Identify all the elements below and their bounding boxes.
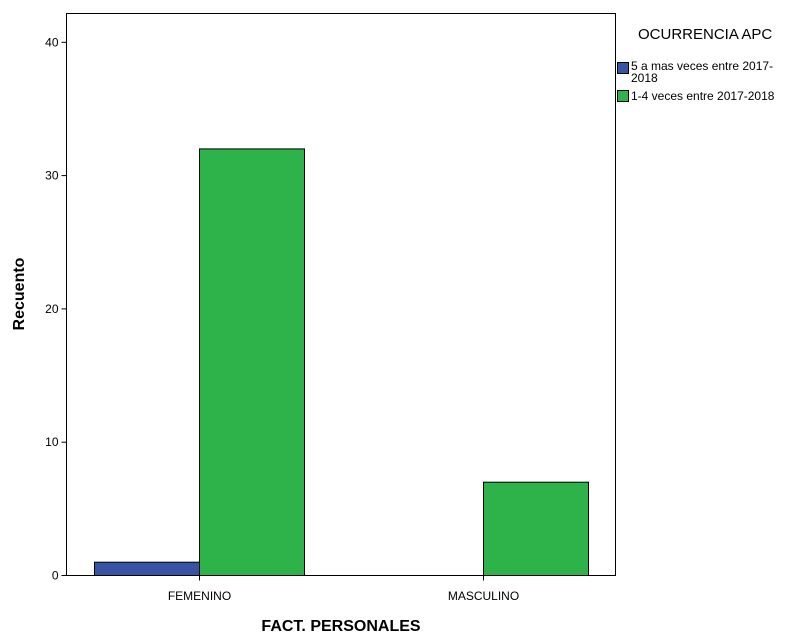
legend-label-series-1-line1: 5 a mas veces entre 2017-: [631, 59, 773, 73]
bars-group: [94, 148, 589, 577]
legend-label-series-1-line2: 2018: [631, 71, 658, 85]
x-tick-label-femenino: FEMENINO: [168, 589, 231, 603]
legend-label-series-2: 1-4 veces entre 2017-2018: [631, 89, 775, 103]
x-axis: FEMENINO MASCULINO: [168, 575, 519, 603]
legend-title: OCURRENCIA APC: [638, 26, 772, 43]
legend: OCURRENCIA APC 5 a mas veces entre 2017-…: [617, 26, 775, 103]
bar-femenino-series-1: [94, 561, 200, 577]
y-tick-label-10: 10: [45, 435, 59, 449]
x-tick-label-masculino: MASCULINO: [448, 589, 519, 603]
y-axis: 0 10 20 30 40: [45, 35, 67, 583]
legend-swatch-series-1: [617, 62, 629, 74]
y-tick-label-0: 0: [52, 569, 59, 583]
bar-femenino-series-2: [199, 148, 305, 576]
x-axis-title: FACT. PERSONALES: [261, 618, 420, 635]
legend-swatch-series-2: [617, 90, 629, 102]
y-tick-label-40: 40: [45, 35, 59, 49]
y-axis-title: Recuento: [11, 257, 28, 330]
y-tick-label-20: 20: [45, 302, 59, 316]
bar-masculino-series-2: [483, 481, 589, 577]
y-tick-label-30: 30: [45, 169, 59, 183]
